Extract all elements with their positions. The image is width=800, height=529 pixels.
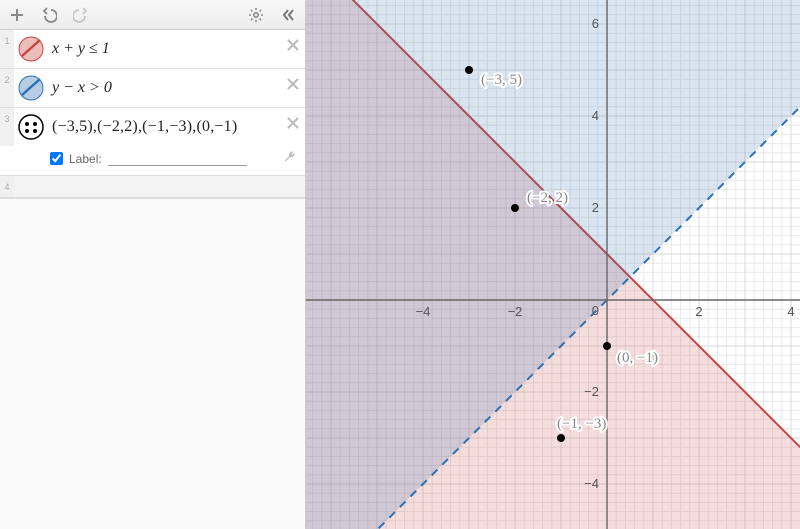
x-tick-label: −2 — [508, 304, 523, 319]
expression-text[interactable]: y − x > 0 — [50, 69, 281, 107]
y-tick-label: −4 — [584, 476, 599, 491]
graph-pane[interactable]: −4−224−4−22460(−3, 5)(−3, 5)(−2, 2)(−2, … — [306, 0, 800, 529]
row-index: 1 — [0, 30, 14, 68]
coordinate-plane[interactable]: −4−224−4−22460(−3, 5)(−3, 5)(−2, 2)(−2, … — [306, 0, 800, 529]
region-icon[interactable] — [18, 36, 44, 62]
settings-button[interactable] — [245, 4, 267, 26]
label-input-underline[interactable] — [108, 152, 247, 166]
delete-expression-button[interactable] — [281, 30, 305, 52]
expression-text[interactable]: x + y ≤ 1 — [50, 30, 281, 68]
label-option-row: Label: — [0, 146, 305, 175]
origin-label: 0 — [592, 303, 599, 318]
expression-row-empty[interactable]: 4 — [0, 176, 305, 198]
y-tick-label: 2 — [592, 200, 599, 215]
redo-button[interactable] — [70, 4, 92, 26]
y-tick-label: 6 — [592, 16, 599, 31]
sidebar-toolbar — [0, 0, 305, 30]
expression-row[interactable]: 3 (−3,5),(−2,2),(−1,−3),(0,−1) Label: — [0, 108, 305, 176]
wrench-icon[interactable] — [283, 150, 297, 167]
expression-sidebar: 1 x + y ≤ 1 2 y − x > 0 3 — [0, 0, 306, 529]
expression-row[interactable]: 1 x + y ≤ 1 — [0, 30, 305, 69]
point-label: (−1, −3) — [557, 416, 606, 432]
data-point — [511, 204, 519, 212]
x-tick-label: 2 — [695, 304, 702, 319]
data-point — [603, 342, 611, 350]
undo-button[interactable] — [38, 4, 60, 26]
expression-list: 1 x + y ≤ 1 2 y − x > 0 3 — [0, 30, 305, 529]
region-icon[interactable] — [18, 75, 44, 101]
label-text: Label: — [69, 152, 102, 166]
sidebar-filler — [0, 198, 305, 199]
row-index: 3 — [0, 108, 14, 146]
y-tick-label: 4 — [592, 108, 599, 123]
collapse-sidebar-button[interactable] — [277, 4, 299, 26]
delete-expression-button[interactable] — [281, 108, 305, 130]
label-checkbox[interactable] — [50, 152, 63, 165]
row-index: 2 — [0, 69, 14, 107]
expression-text[interactable]: (−3,5),(−2,2),(−1,−3),(0,−1) — [50, 108, 281, 146]
point-label: (−3, 5) — [481, 72, 522, 88]
expression-row[interactable]: 2 y − x > 0 — [0, 69, 305, 108]
delete-expression-button[interactable] — [281, 69, 305, 91]
row-index: 4 — [0, 176, 14, 197]
x-tick-label: 4 — [787, 304, 794, 319]
x-tick-label: −4 — [416, 304, 431, 319]
y-tick-label: −2 — [584, 384, 599, 399]
data-point — [465, 66, 473, 74]
point-label: (−2, 2) — [527, 190, 568, 206]
points-icon[interactable] — [18, 114, 44, 140]
data-point — [557, 434, 565, 442]
point-label: (0, −1) — [617, 350, 658, 366]
add-expression-button[interactable] — [6, 4, 28, 26]
